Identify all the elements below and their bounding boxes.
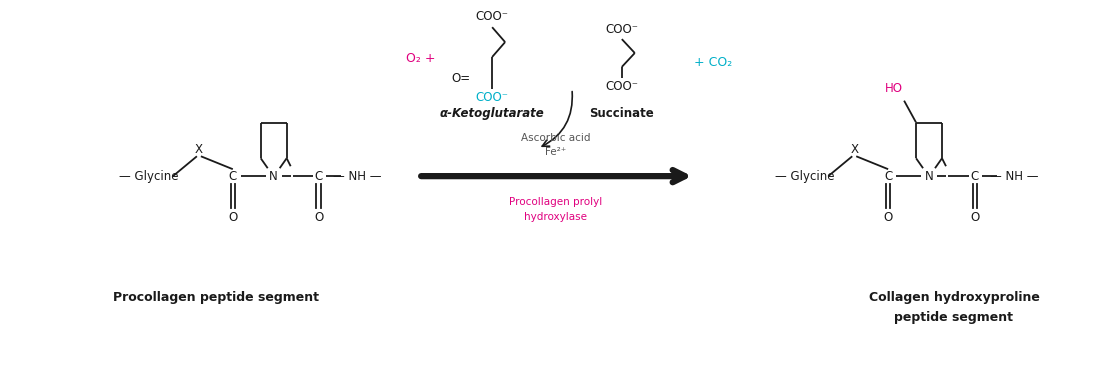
Text: — NH —: — NH — (989, 170, 1038, 183)
Text: O: O (314, 211, 323, 224)
Text: Ascorbic acid: Ascorbic acid (522, 133, 591, 144)
Text: Procollagen prolyl: Procollagen prolyl (509, 197, 603, 207)
Text: O=: O= (451, 72, 470, 85)
Text: — Glycine: — Glycine (774, 170, 834, 183)
Text: X: X (194, 143, 203, 156)
Text: — NH —: — NH — (333, 170, 382, 183)
Text: COO⁻: COO⁻ (605, 23, 638, 36)
Text: — Glycine: — Glycine (120, 170, 179, 183)
Text: N: N (925, 170, 933, 183)
Text: COO⁻: COO⁻ (605, 80, 638, 93)
Text: O₂ +: O₂ + (405, 53, 435, 66)
Text: O: O (228, 211, 237, 224)
Text: hydroxylase: hydroxylase (525, 212, 587, 222)
Text: C: C (971, 170, 979, 183)
Text: HO: HO (885, 82, 904, 95)
Text: Fe²⁺: Fe²⁺ (546, 147, 567, 157)
Text: COO⁻: COO⁻ (475, 91, 508, 104)
Text: Collagen hydroxyproline: Collagen hydroxyproline (869, 291, 1040, 304)
Text: α-Ketoglutarate: α-Ketoglutarate (440, 107, 545, 120)
Text: peptide segment: peptide segment (895, 310, 1013, 324)
Text: O: O (884, 211, 893, 224)
Text: Procollagen peptide segment: Procollagen peptide segment (113, 291, 318, 304)
Text: C: C (228, 170, 237, 183)
Text: O: O (971, 211, 979, 224)
Text: X: X (850, 143, 859, 156)
Text: C: C (314, 170, 323, 183)
Text: COO⁻: COO⁻ (475, 10, 508, 23)
Text: C: C (884, 170, 893, 183)
Text: + CO₂: + CO₂ (694, 57, 732, 69)
Text: Succinate: Succinate (590, 107, 654, 120)
Text: N: N (269, 170, 278, 183)
